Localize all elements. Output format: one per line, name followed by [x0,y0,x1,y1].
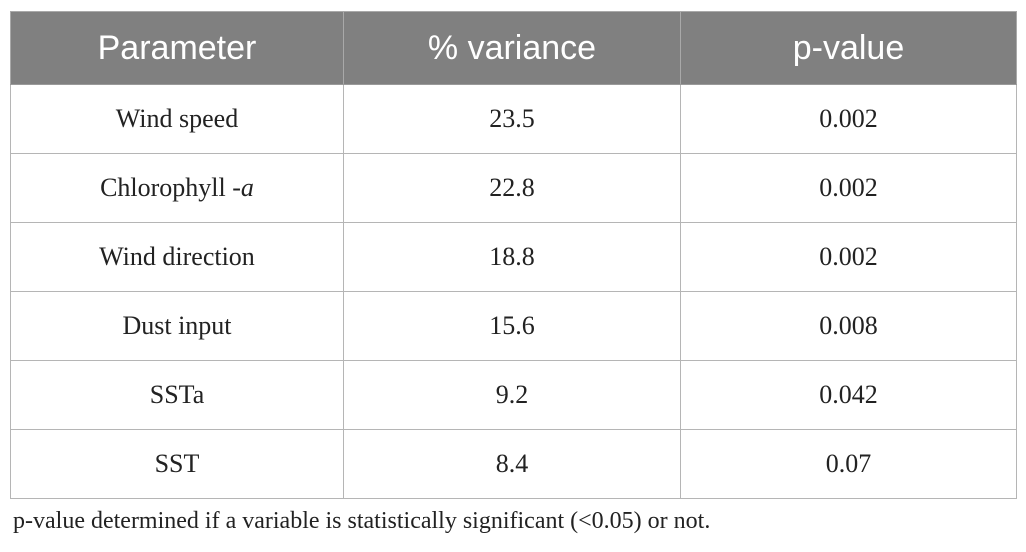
cell-variance: 22.8 [343,153,681,223]
cell-p-value: 0.042 [680,360,1017,430]
cell-parameter: Wind direction [10,222,344,292]
table-row: Wind speed 23.5 0.002 [10,84,1017,154]
table-header: Parameter % variance p-value [10,11,1017,85]
header-p-value: p-value [680,11,1017,85]
cell-variance: 23.5 [343,84,681,154]
parameter-prefix: Chlorophyll - [100,173,241,202]
cell-parameter: Wind speed [10,84,344,154]
table-body: Wind speed 23.5 0.002 Chlorophyll -a 22.… [10,84,1017,499]
cell-parameter: SSTa [10,360,344,430]
cell-variance: 9.2 [343,360,681,430]
table-footnote: p-value determined if a variable is stat… [13,508,711,534]
header-variance: % variance [343,11,681,85]
cell-parameter: Dust input [10,291,344,361]
data-table: Parameter % variance p-value Wind speed … [10,11,1017,499]
cell-p-value: 0.008 [680,291,1017,361]
cell-parameter: SST [10,429,344,499]
cell-p-value: 0.002 [680,153,1017,223]
header-parameter: Parameter [10,11,344,85]
table-row: Chlorophyll -a 22.8 0.002 [10,153,1017,223]
parameter-italic: a [240,173,254,202]
table-row: Dust input 15.6 0.008 [10,291,1017,361]
cell-variance: 18.8 [343,222,681,292]
table-row: SSTa 9.2 0.042 [10,360,1017,430]
cell-variance: 8.4 [343,429,681,499]
data-table-container: Parameter % variance p-value Wind speed … [10,11,1017,499]
cell-p-value: 0.07 [680,429,1017,499]
cell-variance: 15.6 [343,291,681,361]
table-row: SST 8.4 0.07 [10,429,1017,499]
table-row: Wind direction 18.8 0.002 [10,222,1017,292]
cell-p-value: 0.002 [680,84,1017,154]
cell-parameter: Chlorophyll -a [10,153,344,223]
cell-p-value: 0.002 [680,222,1017,292]
header-row: Parameter % variance p-value [10,11,1017,85]
